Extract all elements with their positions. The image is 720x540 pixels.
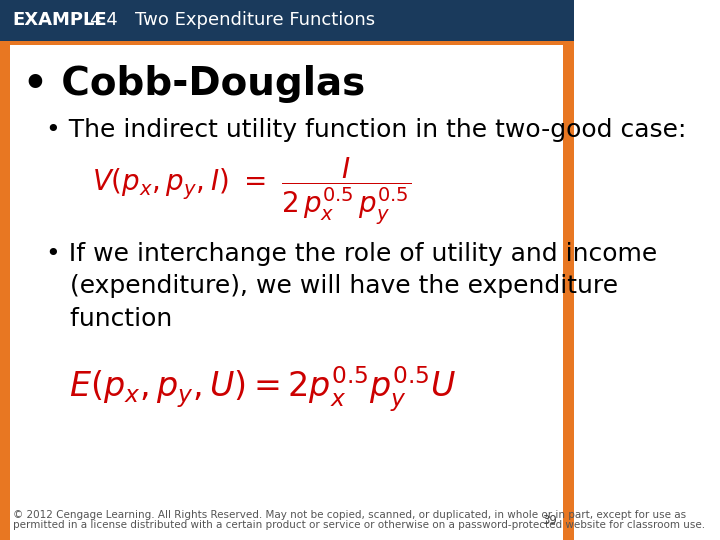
Text: • Cobb-Douglas: • Cobb-Douglas (23, 65, 365, 103)
Text: Two Expenditure Functions: Two Expenditure Functions (135, 11, 375, 29)
Text: 4.4: 4.4 (89, 11, 117, 29)
Text: function: function (46, 307, 172, 330)
Text: EXAMPLE: EXAMPLE (13, 11, 107, 29)
Text: © 2012 Cengage Learning. All Rights Reserved. May not be copied, scanned, or dup: © 2012 Cengage Learning. All Rights Rese… (13, 510, 685, 520)
FancyBboxPatch shape (0, 45, 10, 540)
Text: (expenditure), we will have the expenditure: (expenditure), we will have the expendit… (46, 274, 618, 298)
Text: 39: 39 (543, 514, 557, 526)
Text: • The indirect utility function in the two-good case:: • The indirect utility function in the t… (46, 118, 686, 141)
Text: • If we interchange the role of utility and income: • If we interchange the role of utility … (46, 242, 657, 266)
Text: $V(p_x,p_y,I) \ = \ \dfrac{I}{2\,p_x^{0.5}\,p_y^{0.5}}$: $V(p_x,p_y,I) \ = \ \dfrac{I}{2\,p_x^{0.… (91, 156, 411, 227)
FancyBboxPatch shape (0, 40, 574, 45)
FancyBboxPatch shape (563, 45, 574, 540)
Text: permitted in a license distributed with a certain product or service or otherwis: permitted in a license distributed with … (13, 520, 705, 530)
FancyBboxPatch shape (0, 0, 574, 40)
Text: $E(p_x,p_y,U) = 2p_x^{0.5}p_y^{0.5}U$: $E(p_x,p_y,U) = 2p_x^{0.5}p_y^{0.5}U$ (69, 364, 456, 414)
